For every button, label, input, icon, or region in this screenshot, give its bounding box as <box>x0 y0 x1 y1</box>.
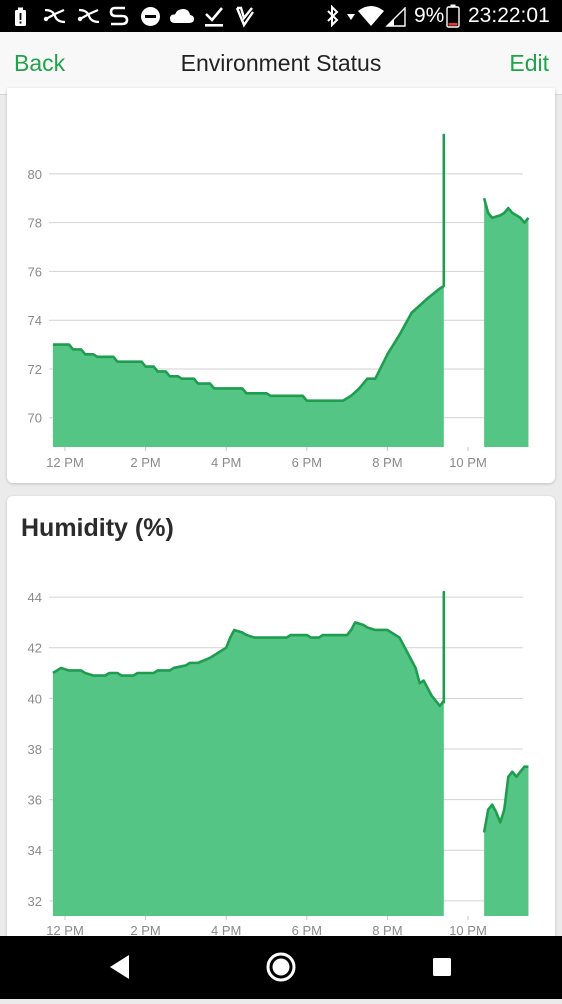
x-tick-label: 8 PM <box>372 923 402 938</box>
line-series-2 <box>482 765 529 833</box>
alert-battery-icon <box>15 7 26 26</box>
data-arrow-icon <box>347 14 355 20</box>
line-series-1 <box>52 590 446 708</box>
x-tick-label: 8 PM <box>372 455 402 470</box>
x-tick-label: 6 PM <box>292 455 322 470</box>
status-bar: 9% 23:22:01 <box>0 0 562 32</box>
check-download-icon <box>205 7 223 27</box>
area-series-1 <box>52 134 444 447</box>
wifi-icon <box>358 6 384 26</box>
area-series-2 <box>484 198 529 447</box>
y-tick-label: 76 <box>28 264 42 279</box>
battery-low-icon <box>446 4 460 28</box>
do-not-disturb-icon <box>141 7 160 26</box>
y-tick-label: 40 <box>28 691 42 706</box>
steam-icon <box>109 6 129 26</box>
x-tick-label: 10 PM <box>449 923 487 938</box>
area-series-1 <box>52 592 444 916</box>
humidity-card-title: Humidity (%) <box>21 514 174 542</box>
nav-back-button[interactable] <box>80 936 160 999</box>
x-tick-label: 4 PM <box>211 923 241 938</box>
y-tick-label: 74 <box>28 313 42 328</box>
cast-icon <box>43 8 66 24</box>
x-tick-label: 10 PM <box>449 455 487 470</box>
navigation-header: Back Environment Status Edit <box>0 32 562 95</box>
home-circle-icon <box>266 952 296 982</box>
x-tick-label: 12 PM <box>46 455 84 470</box>
clock: 23:22:01 <box>468 4 550 27</box>
cloud-icon <box>170 9 194 23</box>
y-tick-label: 32 <box>28 894 42 909</box>
y-tick-label: 34 <box>28 843 42 858</box>
recents-square-icon <box>433 958 451 976</box>
check-icon <box>235 6 254 28</box>
x-tick-label: 12 PM <box>46 923 84 938</box>
page-title: Environment Status <box>180 50 382 76</box>
battery-percent: 9% <box>414 4 445 27</box>
line-series-2 <box>482 197 530 224</box>
y-tick-label: 78 <box>28 216 42 231</box>
nav-home-button[interactable] <box>241 936 321 999</box>
back-triangle-icon <box>110 955 129 979</box>
signal-icon <box>385 7 406 27</box>
temperature-chart-svg: 70 72 74 76 78 80 12 PM 2 PM 4 PM 6 PM 8 PM 10 PM <box>28 133 530 470</box>
temperature-card: 70 72 74 76 78 80 12 PM 2 PM 4 PM 6 PM 8 PM 10 PM <box>7 88 555 483</box>
humidity-card: Humidity (%) 32 34 36 38 40 42 44 12 PM 2 PM 4 PM… <box>7 496 555 956</box>
system-nav-bar <box>0 936 562 999</box>
nav-recents-button[interactable] <box>402 936 482 999</box>
cast-icon <box>77 8 100 24</box>
y-tick-label: 36 <box>28 793 42 808</box>
y-tick-label: 44 <box>28 590 42 605</box>
edit-button[interactable]: Edit <box>509 50 549 76</box>
line-series-1 <box>52 133 446 402</box>
x-tick-label: 4 PM <box>211 455 241 470</box>
x-tick-label: 2 PM <box>130 923 160 938</box>
y-tick-label: 80 <box>28 167 42 182</box>
y-tick-label: 70 <box>28 411 42 426</box>
y-tick-label: 42 <box>28 641 42 656</box>
y-tick-label: 38 <box>28 742 42 757</box>
back-button[interactable]: Back <box>14 50 66 76</box>
x-tick-label: 2 PM <box>130 455 160 470</box>
humidity-chart-svg: 32 34 36 38 40 42 44 12 PM 2 PM 4 PM 6 PM 8 PM 10 PM <box>28 590 529 938</box>
area-series-2 <box>484 766 529 916</box>
y-tick-label: 72 <box>28 362 42 377</box>
x-tick-label: 6 PM <box>292 923 322 938</box>
bluetooth-icon <box>327 5 339 27</box>
